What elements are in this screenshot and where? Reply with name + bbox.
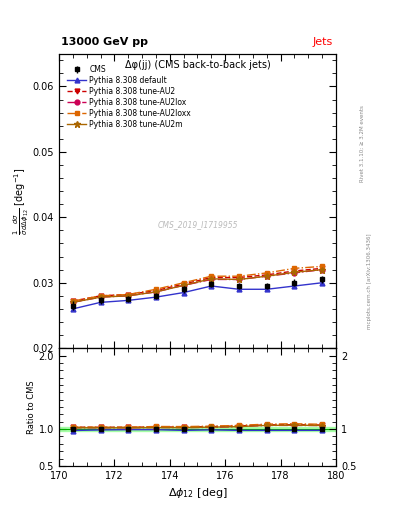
Pythia 8.308 tune-AU2lox: [70, 300, 75, 306]
Pythia 8.308 tune-AU2loxx: [98, 293, 103, 299]
Pythia 8.308 tune-AU2m: [209, 276, 214, 282]
Line: Pythia 8.308 tune-AU2: Pythia 8.308 tune-AU2: [70, 266, 325, 304]
Pythia 8.308 tune-AU2loxx: [209, 273, 214, 279]
Pythia 8.308 tune-AU2lox: [181, 282, 186, 288]
Pythia 8.308 tune-AU2loxx: [70, 298, 75, 304]
Pythia 8.308 tune-AU2loxx: [264, 270, 269, 276]
Pythia 8.308 tune-AU2m: [292, 269, 297, 275]
Pythia 8.308 tune-AU2loxx: [292, 265, 297, 271]
Pythia 8.308 tune-AU2lox: [320, 267, 325, 273]
Pythia 8.308 tune-AU2lox: [154, 289, 158, 295]
Pythia 8.308 tune-AU2loxx: [320, 263, 325, 269]
Pythia 8.308 tune-AU2loxx: [181, 280, 186, 286]
Pythia 8.308 tune-AU2: [126, 291, 130, 297]
Pythia 8.308 tune-AU2m: [154, 289, 158, 295]
Pythia 8.308 tune-AU2m: [98, 294, 103, 300]
Pythia 8.308 tune-AU2: [154, 288, 158, 294]
Pythia 8.308 tune-AU2loxx: [237, 273, 241, 279]
Text: CMS_2019_I1719955: CMS_2019_I1719955: [157, 220, 238, 229]
X-axis label: $\Delta\phi_{12}\ \mathrm{[deg]}$: $\Delta\phi_{12}\ \mathrm{[deg]}$: [168, 486, 227, 500]
Line: Pythia 8.308 tune-AU2m: Pythia 8.308 tune-AU2m: [70, 267, 325, 306]
Pythia 8.308 tune-AU2: [70, 298, 75, 304]
Pythia 8.308 tune-AU2lox: [98, 294, 103, 300]
Pythia 8.308 tune-AU2lox: [264, 273, 269, 279]
Pythia 8.308 default: [154, 294, 158, 300]
Pythia 8.308 tune-AU2m: [70, 300, 75, 306]
Legend: CMS, Pythia 8.308 default, Pythia 8.308 tune-AU2, Pythia 8.308 tune-AU2lox, Pyth: CMS, Pythia 8.308 default, Pythia 8.308 …: [66, 63, 193, 130]
Text: 13000 GeV pp: 13000 GeV pp: [61, 37, 148, 47]
Pythia 8.308 tune-AU2: [98, 293, 103, 299]
Pythia 8.308 tune-AU2: [237, 274, 241, 281]
Y-axis label: $\frac{1}{\bar{\sigma}}\frac{d\sigma}{d\Delta\phi_{12}}\ \mathrm{[deg^{-1}]}$: $\frac{1}{\bar{\sigma}}\frac{d\sigma}{d\…: [12, 167, 31, 234]
Pythia 8.308 default: [98, 300, 103, 306]
Line: Pythia 8.308 tune-AU2lox: Pythia 8.308 tune-AU2lox: [70, 267, 325, 305]
Pythia 8.308 tune-AU2: [320, 265, 325, 271]
Pythia 8.308 tune-AU2m: [237, 276, 241, 283]
Pythia 8.308 tune-AU2: [181, 281, 186, 287]
Pythia 8.308 tune-AU2lox: [237, 276, 241, 283]
Pythia 8.308 tune-AU2lox: [209, 276, 214, 283]
Line: Pythia 8.308 default: Pythia 8.308 default: [70, 280, 325, 311]
Pythia 8.308 default: [264, 286, 269, 292]
Text: mcplots.cern.ch [arXiv:1306.3436]: mcplots.cern.ch [arXiv:1306.3436]: [367, 234, 372, 329]
Pythia 8.308 default: [126, 297, 130, 304]
Text: Jets: Jets: [313, 37, 333, 47]
Pythia 8.308 tune-AU2m: [320, 267, 325, 273]
Text: Rivet 3.1.10; ≥ 3.2M events: Rivet 3.1.10; ≥ 3.2M events: [360, 105, 365, 182]
Pythia 8.308 tune-AU2m: [181, 282, 186, 288]
Pythia 8.308 tune-AU2m: [264, 273, 269, 279]
Pythia 8.308 default: [292, 283, 297, 289]
Pythia 8.308 default: [209, 283, 214, 289]
Y-axis label: Ratio to CMS: Ratio to CMS: [27, 380, 36, 434]
Pythia 8.308 tune-AU2m: [126, 293, 130, 299]
Pythia 8.308 default: [237, 286, 241, 292]
Pythia 8.308 tune-AU2loxx: [126, 291, 130, 297]
Pythia 8.308 tune-AU2: [292, 268, 297, 274]
Pythia 8.308 default: [181, 289, 186, 295]
Pythia 8.308 tune-AU2lox: [126, 293, 130, 299]
Line: Pythia 8.308 tune-AU2loxx: Pythia 8.308 tune-AU2loxx: [70, 264, 325, 304]
Pythia 8.308 default: [320, 280, 325, 286]
Pythia 8.308 tune-AU2lox: [292, 270, 297, 276]
Pythia 8.308 tune-AU2loxx: [154, 286, 158, 292]
Text: Δφ(jj) (CMS back-to-back jets): Δφ(jj) (CMS back-to-back jets): [125, 60, 270, 70]
Pythia 8.308 tune-AU2: [209, 274, 214, 281]
Pythia 8.308 tune-AU2: [264, 272, 269, 278]
Pythia 8.308 default: [70, 306, 75, 312]
